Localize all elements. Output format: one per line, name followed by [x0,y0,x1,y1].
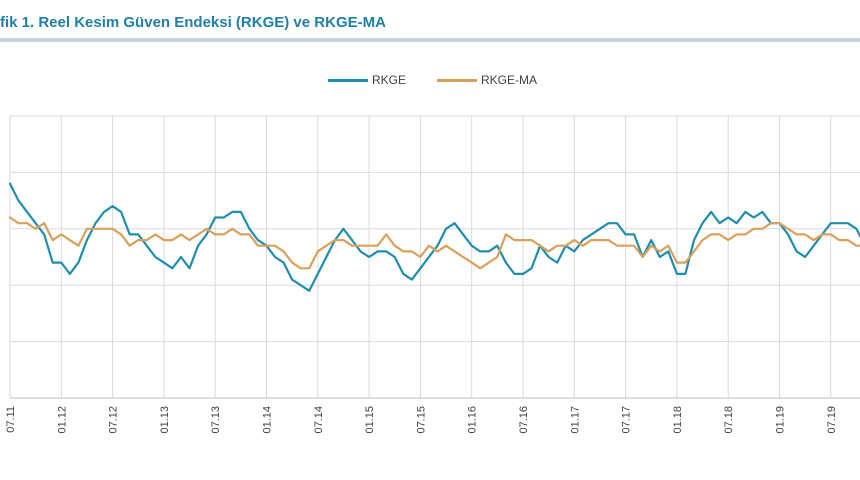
x-tick-label: 07.17 [621,406,633,434]
x-tick-label: 01.15 [364,406,376,434]
x-tick-label: 01.16 [467,406,479,434]
x-tick-label: 07.16 [518,406,530,434]
x-tick-label: 07.12 [108,406,120,434]
x-tick-label: 07.11 [5,406,17,433]
legend-item-rkge-ma: RKGE-MA [437,73,537,87]
chart-legend: RKGE RKGE-MA [0,73,860,89]
legend-label-rkge-ma: RKGE-MA [481,73,538,87]
x-tick-label: 07.18 [723,406,735,434]
chart-title: fik 1. Reel Kesim Güven Endeksi (RKGE) v… [0,14,386,31]
x-tick-label: 01.14 [262,406,274,434]
legend-item-rkge: RKGE [328,73,406,87]
series-line-rkge-ma [8,216,860,270]
x-tick-label: 07.19 [826,406,838,434]
x-tick-label: 01.18 [672,406,684,434]
x-tick-label: 01.17 [569,406,581,434]
title-divider [0,38,860,42]
x-tick-label: 01.12 [56,406,68,434]
legend-label-rkge: RKGE [372,73,407,87]
series-line-rkge [8,182,860,292]
legend-swatch-rkge-ma [437,78,477,82]
legend-swatch-rkge [328,78,368,82]
x-tick-label: 07.15 [415,406,427,434]
x-tick-label: 01.19 [775,406,787,434]
gridlines [9,115,860,399]
x-tick-label: 07.14 [313,406,325,434]
x-tick-label: 07.13 [210,406,222,434]
x-tick-label: 01.13 [159,406,171,434]
